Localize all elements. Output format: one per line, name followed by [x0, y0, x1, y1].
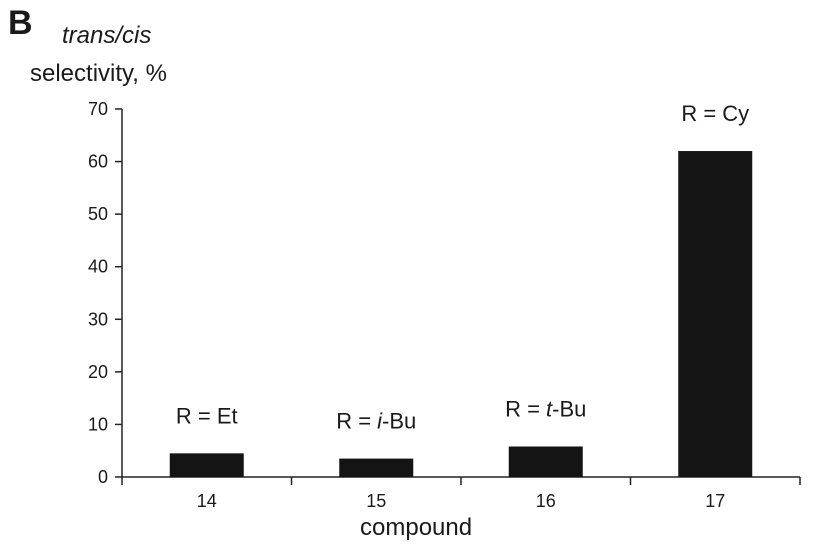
y-tick-label: 20 [88, 362, 108, 382]
bar-17 [678, 151, 753, 478]
bar-14 [169, 453, 244, 477]
bar-16 [508, 446, 583, 477]
y-tick-label: 60 [88, 152, 108, 172]
x-axis-label: compound [360, 514, 473, 541]
y-tick-label: 0 [98, 467, 108, 487]
y-tick-label: 70 [88, 99, 108, 119]
y-tick-label: 30 [88, 309, 108, 329]
x-tick-label: 15 [366, 491, 386, 511]
y-tick-label: 10 [88, 414, 108, 434]
y-tick-label: 50 [88, 204, 108, 224]
x-tick-label: 17 [705, 491, 725, 511]
bar-annotation: R = t-Bu [505, 397, 586, 422]
bar-15 [339, 458, 414, 477]
panel-letter: B [8, 4, 33, 42]
y-axis-label-line2: selectivity, % [30, 60, 167, 87]
bar-annotation: R = Et [176, 403, 238, 428]
x-tick-label: 16 [536, 491, 556, 511]
y-tick-label: 40 [88, 257, 108, 277]
y-axis-label-line1: trans/cis [62, 22, 152, 49]
bar-annotation: R = Cy [681, 101, 749, 126]
x-tick-label: 14 [197, 491, 217, 511]
bar-annotation: R = i-Bu [336, 409, 416, 434]
